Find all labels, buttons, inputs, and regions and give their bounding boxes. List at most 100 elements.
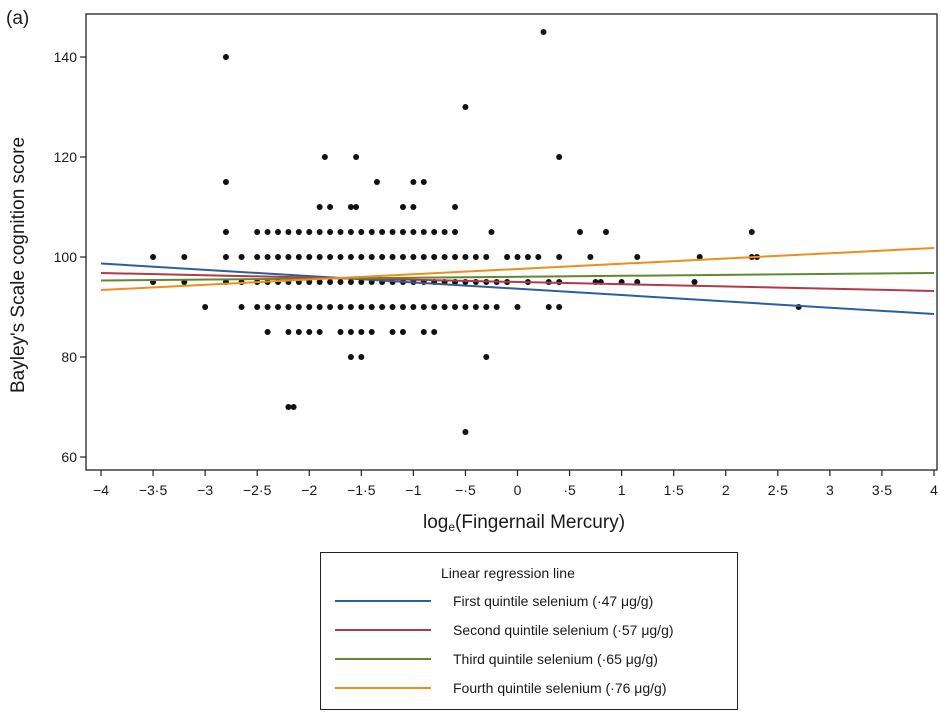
legend-label: Fourth quintile selenium (·76 μg/g) [453,680,667,696]
data-point [347,279,354,285]
x-axis-label-rest: (Fingernail Mercury) [455,512,626,533]
x-tick-label: 4 [930,482,938,498]
x-axis-label-subscript: e [448,520,456,534]
x-axis-label-base: log [423,512,449,533]
y-tick-label: 100 [54,249,78,265]
data-point [321,154,328,160]
data-point [452,229,459,235]
data-point [222,229,229,235]
regression-line-4 [100,247,935,291]
legend-swatch [335,687,431,689]
data-point [410,204,417,210]
y-tick-label: 120 [54,149,78,165]
data-point [316,279,323,285]
data-point [353,154,360,160]
data-point [488,229,495,235]
data-point [290,404,297,410]
data-point [327,204,334,210]
legend-label: Third quintile selenium (·65 μg/g) [453,651,658,667]
data-point [410,229,417,235]
data-point [264,329,271,335]
data-point [327,254,334,260]
data-point [462,254,469,260]
data-point [316,304,323,310]
data-point [337,304,344,310]
data-point [347,304,354,310]
data-point [275,229,282,235]
data-point [295,229,302,235]
data-point [634,279,641,285]
data-point [264,229,271,235]
data-point [254,304,261,310]
data-point [379,229,386,235]
data-point [603,229,610,235]
legend-item-first-quintile: First quintile selenium (·47 μg/g) [335,589,653,613]
regression-lines [100,247,935,315]
data-point [420,229,427,235]
data-point [368,304,375,310]
data-point [358,329,365,335]
data-point [410,254,417,260]
data-point [285,229,292,235]
data-point [472,254,479,260]
x-tick-label: 3 [826,482,834,498]
regression-line-1 [100,262,935,315]
data-point [368,254,375,260]
legend-item-fourth-quintile: Fourth quintile selenium (·76 μg/g) [335,676,667,700]
data-point [353,204,360,210]
data-point [535,254,542,260]
data-point [399,329,406,335]
data-point [441,254,448,260]
regression-line-2 [100,272,935,292]
data-point [222,179,229,185]
data-point [524,254,531,260]
data-point [556,254,563,260]
x-tick-label: 2 [722,482,730,498]
panel-label: (a) [6,8,30,29]
x-tick-label: 3·5 [872,482,892,498]
data-point [295,304,302,310]
data-point [399,204,406,210]
data-point [222,254,229,260]
data-point [379,304,386,310]
data-point [181,254,188,260]
data-point [358,254,365,260]
y-tick-label: 140 [54,49,78,65]
data-point [483,354,490,360]
data-point [431,254,438,260]
regression-line-3 [100,272,935,282]
data-point [306,304,313,310]
data-point [399,229,406,235]
legend: Linear regression line First quintile se… [320,552,738,710]
x-axis-label: loge(Fingernail Mercury) [423,512,625,534]
data-point [483,254,490,260]
x-tick-label: 2·5 [768,482,788,498]
data-point [420,179,427,185]
data-point [389,254,396,260]
x-tick-label: 0 [514,482,522,498]
legend-swatch [335,658,431,660]
data-point [441,229,448,235]
legend-swatch [335,600,431,602]
data-point [275,254,282,260]
data-point [472,304,479,310]
data-point [389,329,396,335]
data-point [295,254,302,260]
data-point [634,254,641,260]
data-point [337,329,344,335]
data-point [316,229,323,235]
data-point [358,304,365,310]
data-point [316,254,323,260]
y-tick-label: 60 [61,449,77,465]
legend-item-third-quintile: Third quintile selenium (·65 μg/g) [335,647,658,671]
data-point [306,329,313,335]
data-point [238,254,245,260]
data-point [399,254,406,260]
data-points [150,29,802,435]
data-point [748,229,755,235]
x-tick-label: −1·5 [347,482,376,498]
data-point [337,254,344,260]
data-point [576,229,583,235]
y-axis: 60 80 100 120 140 [54,49,86,465]
